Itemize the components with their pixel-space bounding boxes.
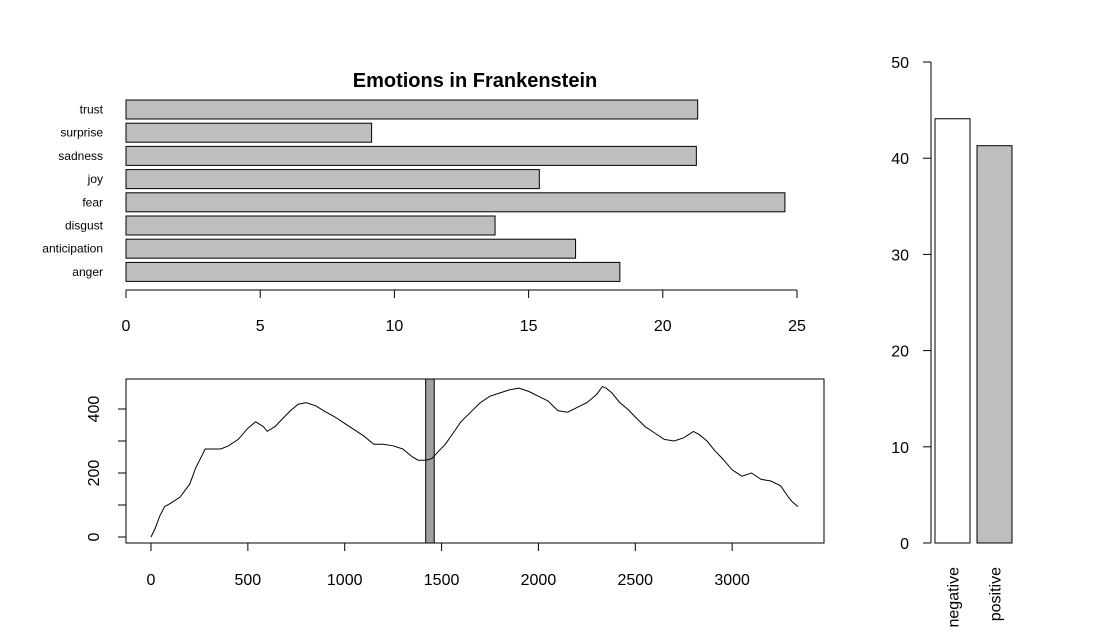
bar-disgust: [125, 215, 496, 236]
y-tick-label-50: 50: [891, 55, 909, 72]
x-tick-label-10: 10: [386, 318, 404, 335]
x-tick-label-3000: 3000: [714, 572, 750, 589]
x-tick-label-2500: 2500: [617, 572, 653, 589]
y-tick-label-200: 200: [86, 460, 103, 487]
category-label-anger: anger: [72, 265, 103, 279]
sentiment-totals-bar-chart: 0 10 20 30 40 50 negative positive: [891, 55, 1013, 628]
emotions-chart-title: Emotions in Frankenstein: [353, 70, 597, 92]
bar-anger: [125, 261, 621, 282]
x-tick-label-5: 5: [256, 318, 265, 335]
bar-negative: [934, 118, 971, 544]
bar-fear: [125, 192, 786, 213]
bar-trust: [125, 99, 699, 120]
y-tick-label-0: 0: [86, 532, 103, 541]
y-tick-label-0: 0: [900, 536, 909, 553]
x-tick-label-0: 0: [147, 572, 156, 589]
bar-sadness: [125, 145, 697, 166]
x-tick-label-20: 20: [654, 318, 672, 335]
category-label-joy: joy: [87, 172, 103, 186]
x-tick-label-2000: 2000: [521, 572, 557, 589]
category-label-fear: fear: [82, 195, 103, 209]
shaded-band: [425, 378, 435, 544]
category-label-trust: trust: [80, 103, 104, 117]
y-tick-label-40: 40: [891, 151, 909, 168]
bar-surprise: [125, 122, 373, 143]
x-tick-label-0: 0: [122, 318, 131, 335]
x-tick-label-15: 15: [520, 318, 538, 335]
y-tick-label-400: 400: [86, 396, 103, 423]
category-label-negative: negative: [946, 567, 963, 628]
category-label-anticipation: anticipation: [42, 242, 103, 256]
category-label-disgust: disgust: [65, 219, 104, 233]
x-tick-label-1000: 1000: [327, 572, 363, 589]
category-label-sadness: sadness: [58, 149, 103, 163]
emotions-bar-chart: Emotions in Frankenstein trust surprise sa…: [42, 70, 806, 335]
y-tick-label-10: 10: [891, 440, 909, 457]
y-tick-label-30: 30: [891, 247, 909, 264]
bar-anticipation: [125, 238, 577, 259]
x-tick-label-25: 25: [788, 318, 806, 335]
x-tick-label-500: 500: [235, 572, 262, 589]
bar-positive: [976, 145, 1013, 544]
sentiment-line: [150, 385, 799, 538]
sentiment-arc-line-chart: 0 500 1000 1500 2000 2500 3000 0 200 400: [86, 378, 825, 589]
plot-frame: [125, 378, 825, 544]
category-label-surprise: surprise: [60, 126, 103, 140]
category-label-positive: positive: [988, 567, 1005, 621]
bar-joy: [125, 169, 540, 190]
x-tick-label-1500: 1500: [424, 572, 460, 589]
y-tick-label-20: 20: [891, 344, 909, 361]
